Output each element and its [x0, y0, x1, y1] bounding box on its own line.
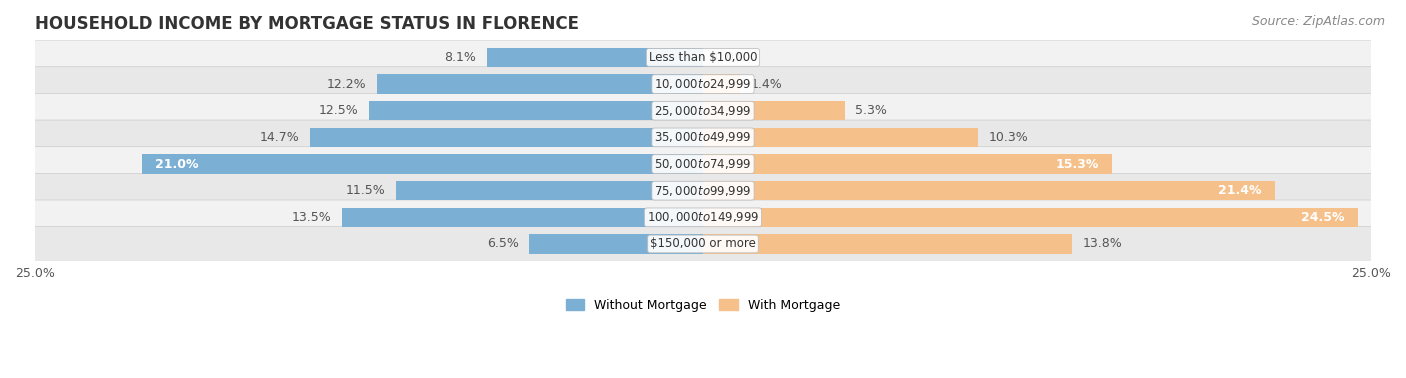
Bar: [703, 74, 741, 94]
FancyBboxPatch shape: [31, 174, 1375, 208]
Text: 12.2%: 12.2%: [326, 77, 367, 91]
Text: 21.0%: 21.0%: [155, 158, 198, 170]
Text: $150,000 or more: $150,000 or more: [650, 237, 756, 251]
Bar: [142, 155, 703, 174]
Bar: [703, 155, 1112, 174]
Text: Source: ZipAtlas.com: Source: ZipAtlas.com: [1251, 15, 1385, 28]
Bar: [703, 181, 1275, 200]
Text: 1.4%: 1.4%: [751, 77, 783, 91]
Text: $50,000 to $74,999: $50,000 to $74,999: [654, 157, 752, 171]
FancyBboxPatch shape: [31, 120, 1375, 155]
Bar: [377, 74, 703, 94]
Text: $10,000 to $24,999: $10,000 to $24,999: [654, 77, 752, 91]
FancyBboxPatch shape: [31, 227, 1375, 261]
Text: 0.0%: 0.0%: [714, 51, 745, 64]
Bar: [486, 48, 703, 67]
FancyBboxPatch shape: [31, 67, 1375, 101]
Bar: [703, 234, 1071, 254]
Text: 24.5%: 24.5%: [1301, 211, 1344, 224]
FancyBboxPatch shape: [31, 200, 1375, 235]
Text: 10.3%: 10.3%: [988, 131, 1029, 144]
Text: 14.7%: 14.7%: [260, 131, 299, 144]
Text: 8.1%: 8.1%: [444, 51, 475, 64]
Bar: [395, 181, 703, 200]
Text: 13.8%: 13.8%: [1083, 237, 1122, 251]
FancyBboxPatch shape: [31, 93, 1375, 128]
Text: $75,000 to $99,999: $75,000 to $99,999: [654, 184, 752, 198]
FancyBboxPatch shape: [31, 40, 1375, 75]
Text: HOUSEHOLD INCOME BY MORTGAGE STATUS IN FLORENCE: HOUSEHOLD INCOME BY MORTGAGE STATUS IN F…: [35, 15, 579, 33]
Text: $35,000 to $49,999: $35,000 to $49,999: [654, 130, 752, 144]
Bar: [703, 128, 979, 147]
Text: 11.5%: 11.5%: [346, 184, 385, 197]
Bar: [368, 101, 703, 120]
Bar: [703, 208, 1358, 227]
Text: Less than $10,000: Less than $10,000: [648, 51, 758, 64]
Text: $100,000 to $149,999: $100,000 to $149,999: [647, 210, 759, 224]
Bar: [529, 234, 703, 254]
Bar: [342, 208, 703, 227]
Text: 5.3%: 5.3%: [855, 104, 887, 117]
Text: $25,000 to $34,999: $25,000 to $34,999: [654, 104, 752, 118]
FancyBboxPatch shape: [31, 147, 1375, 181]
Bar: [311, 128, 703, 147]
Text: 15.3%: 15.3%: [1054, 158, 1098, 170]
Legend: Without Mortgage, With Mortgage: Without Mortgage, With Mortgage: [561, 294, 845, 317]
Text: 21.4%: 21.4%: [1218, 184, 1261, 197]
Text: 12.5%: 12.5%: [319, 104, 359, 117]
Text: 13.5%: 13.5%: [292, 211, 332, 224]
Text: 6.5%: 6.5%: [486, 237, 519, 251]
Bar: [703, 101, 845, 120]
